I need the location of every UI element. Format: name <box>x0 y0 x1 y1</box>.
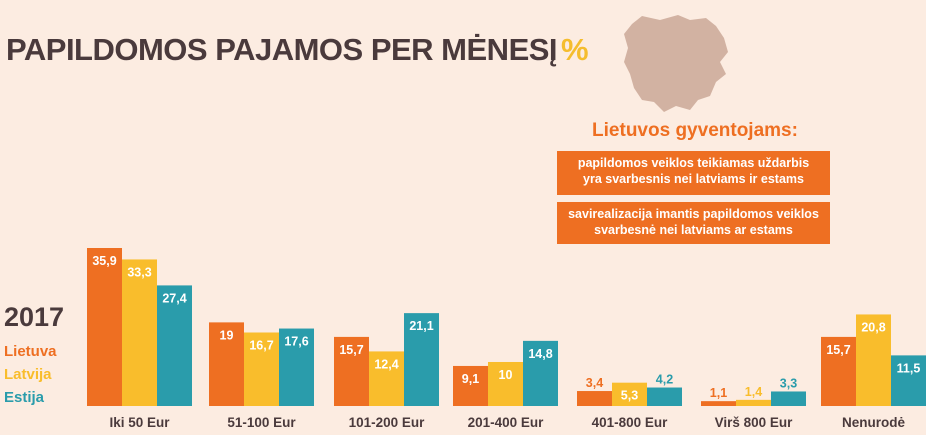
legend-item-estija: Estija <box>4 389 45 406</box>
bar-value-label: 15,7 <box>339 343 363 357</box>
bar <box>891 355 926 406</box>
bar-value-label: 11,5 <box>897 361 921 375</box>
title-unit: % <box>561 32 589 67</box>
bar-value-label: 14,8 <box>528 347 552 361</box>
category-label: Iki 50 Eur <box>109 415 170 430</box>
fact-line: yra svarbesnis nei latviams ir estams <box>583 172 804 186</box>
bar-value-label: 35,9 <box>92 254 116 268</box>
bar <box>334 336 369 406</box>
bar-value-label: 1,1 <box>710 386 727 400</box>
category-label: 101-200 Eur <box>349 415 426 430</box>
bar-value-label: 1,4 <box>745 385 762 399</box>
bar <box>279 328 314 406</box>
bar <box>369 351 404 406</box>
bar <box>157 285 192 406</box>
lithuania-map-icon <box>624 15 728 112</box>
bar-value-label: 27,4 <box>162 291 186 305</box>
bar <box>453 365 488 406</box>
fact-line: svarbesnė nei latviams ar estams <box>594 223 793 237</box>
bar <box>244 332 279 406</box>
bar-value-label: 3,3 <box>780 376 797 390</box>
title-text: PAPILDOMOS PAJAMOS PER MĖNESĮ <box>6 32 558 67</box>
bar-value-label: 4,2 <box>656 373 673 387</box>
category-label: Nenurodė <box>842 415 905 430</box>
fact-line: savirealizacija imantis papildomos veikl… <box>568 207 819 221</box>
bar <box>122 259 157 406</box>
category-label: 401-800 Eur <box>592 415 669 430</box>
chart-year: 2017 <box>4 302 65 332</box>
category-label: 51-100 Eur <box>227 415 296 430</box>
bar <box>771 391 806 406</box>
bar-value-label: 15,7 <box>826 343 850 357</box>
facts-heading: Lietuvos gyventojams: <box>592 120 798 141</box>
fact-line: papildomos veiklos teikiamas uždarbis <box>577 156 810 170</box>
bar <box>404 313 439 406</box>
bar-value-label: 10 <box>499 368 513 382</box>
bar-value-label: 9,1 <box>462 372 479 386</box>
bar-value-label: 33,3 <box>127 265 151 279</box>
category-label: 201-400 Eur <box>468 415 545 430</box>
bar <box>87 248 122 406</box>
map-shape <box>624 15 728 112</box>
bar <box>701 401 736 406</box>
bar <box>523 340 558 406</box>
bar-value-label: 17,6 <box>284 335 308 349</box>
bar <box>647 387 682 406</box>
bar-value-label: 21,1 <box>409 319 433 333</box>
bar <box>612 382 647 406</box>
bar-value-label: 12,4 <box>374 357 398 371</box>
bar-value-label: 20,8 <box>861 320 885 334</box>
legend-item-latvija: Latvija <box>4 366 52 383</box>
bar-value-label: 3,4 <box>586 376 603 390</box>
bar <box>209 322 244 406</box>
category-label: Virš 800 Eur <box>715 415 794 430</box>
page-title: PAPILDOMOS PAJAMOS PER MĖNESĮ% <box>6 32 589 68</box>
bar-value-label: 16,7 <box>249 339 273 353</box>
bar <box>856 314 891 406</box>
bar-value-label: 19 <box>220 328 234 342</box>
bar <box>736 399 771 406</box>
bar <box>821 336 856 406</box>
fact-box: savirealizacija imantis papildomos veikl… <box>557 202 830 244</box>
legend-item-lietuva: Lietuva <box>4 343 57 360</box>
bar <box>488 361 523 406</box>
bar <box>577 391 612 406</box>
bar-value-label: 5,3 <box>621 389 638 403</box>
fact-box: papildomos veiklos teikiamas uždarbis yr… <box>557 151 830 195</box>
